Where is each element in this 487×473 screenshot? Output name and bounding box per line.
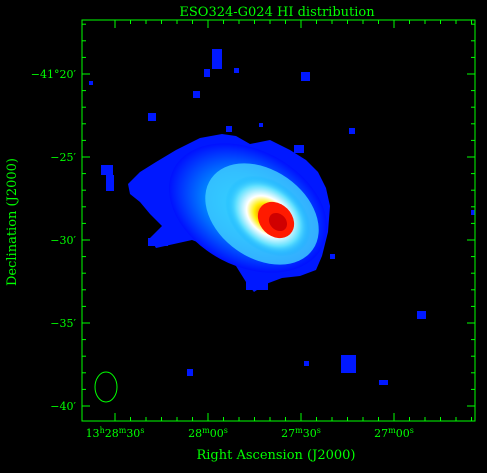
- noise-blob: [148, 238, 168, 246]
- x-tick-label: 28m00s: [188, 426, 228, 441]
- noise-blob: [226, 126, 232, 132]
- figure-title: ESO324-G024 HI distribution: [179, 5, 375, 20]
- noise-blob: [148, 113, 156, 121]
- noise-blob: [187, 369, 193, 376]
- y-tick-labels: −41°20′ −25′ −30′ −35′ −40′: [31, 68, 77, 413]
- hi-peak-inner: [268, 212, 288, 232]
- noise-blob: [89, 81, 93, 85]
- noise-blob: [379, 380, 388, 385]
- noise-blob: [349, 128, 355, 134]
- y-tick-label: −40′: [50, 400, 76, 413]
- x-tick-label: 27m30s: [281, 426, 321, 441]
- hi-emission-map: [89, 49, 475, 385]
- noise-blob: [204, 69, 210, 77]
- x-tick-label: 27m00s: [374, 426, 414, 441]
- plot-frame: [81, 19, 476, 422]
- y-tick-label: −30′: [50, 234, 76, 247]
- noise-blob: [330, 254, 335, 259]
- tick-marks: [82, 20, 475, 421]
- noise-blob: [294, 145, 304, 153]
- noise-blob: [341, 355, 356, 373]
- x-axis-label: Right Ascension (J2000): [196, 448, 355, 463]
- y-tick-label: −25′: [50, 151, 76, 164]
- x-tick-labels: 13h28m30s 28m00s 27m30s 27m00s: [86, 426, 414, 441]
- noise-blob: [471, 210, 475, 215]
- y-tick-label: −35′: [50, 317, 76, 330]
- noise-blob: [417, 311, 426, 319]
- noise-blob: [259, 123, 263, 127]
- x-tick-label: 13h28m30s: [86, 426, 145, 441]
- y-tick-label: −41°20′: [31, 68, 77, 81]
- beam-ellipse: [94, 371, 118, 403]
- noise-blob: [304, 361, 309, 366]
- noise-blob: [234, 68, 239, 73]
- noise-blob: [101, 165, 113, 175]
- noise-blob: [193, 91, 200, 98]
- noise-blobs: [89, 49, 475, 385]
- noise-blob: [301, 72, 310, 81]
- noise-blob: [246, 280, 268, 290]
- noise-blob: [106, 175, 114, 191]
- noise-blob: [212, 49, 222, 69]
- y-axis-label: Declination (J2000): [5, 158, 20, 286]
